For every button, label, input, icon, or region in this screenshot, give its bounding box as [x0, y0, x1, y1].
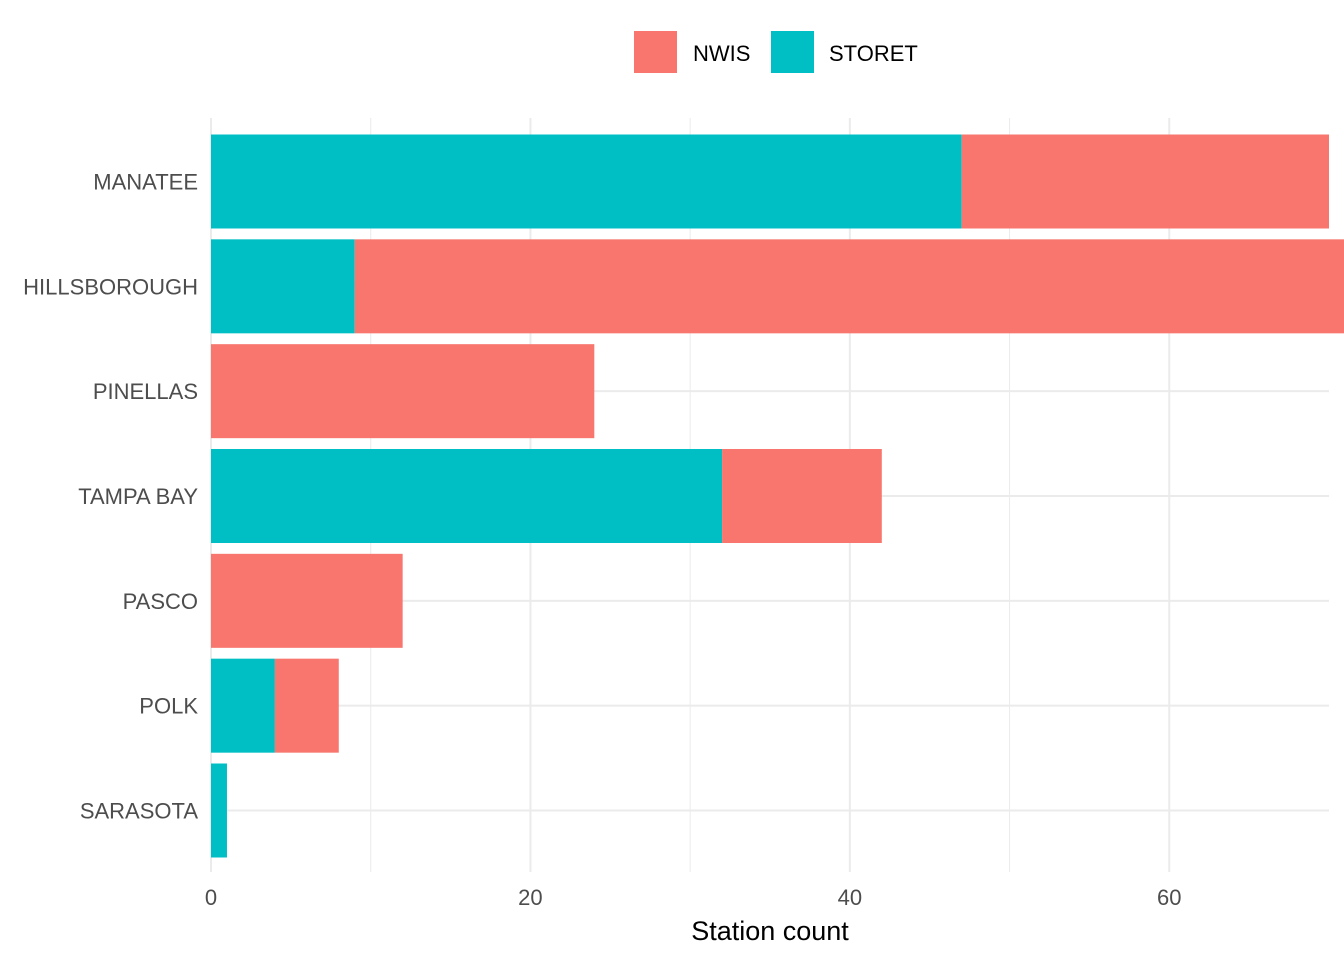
- category-label: TAMPA BAY: [78, 484, 198, 509]
- bar-nwis-hillsborough: [354, 239, 1344, 334]
- x-tick-label: 40: [838, 885, 862, 910]
- bars: [211, 134, 1344, 858]
- bar-storet-manatee: [211, 134, 962, 229]
- x-tick-label: 0: [205, 885, 217, 910]
- category-labels: MANATEE HILLSBOROUGH PINELLAS TAMPA BAY PASC…: [23, 170, 198, 824]
- bar-storet-polk: [211, 658, 275, 753]
- x-tick-labels: 0 20 40 60: [205, 885, 1182, 910]
- bar-storet-hillsborough: [211, 239, 355, 334]
- category-label: SARASOTA: [80, 799, 199, 824]
- legend-key-nwis: [634, 31, 677, 73]
- bar-storet-sarasota: [211, 763, 227, 858]
- bar-nwis-tampa-bay: [722, 449, 882, 543]
- bar-storet-tampa-bay: [211, 449, 723, 543]
- legend-label-storet: STORET: [829, 41, 918, 66]
- category-label: PASCO: [123, 589, 198, 614]
- category-label: PINELLAS: [93, 379, 198, 404]
- x-tick-label: 20: [518, 885, 542, 910]
- bar-nwis-manatee: [961, 134, 1329, 229]
- bar-nwis-polk: [274, 658, 339, 753]
- bar-nwis-pasco: [211, 553, 403, 648]
- x-tick-label: 60: [1157, 885, 1181, 910]
- legend-key-storet: [771, 31, 814, 73]
- category-label: HILLSBOROUGH: [23, 274, 198, 299]
- category-label: MANATEE: [93, 170, 198, 195]
- x-axis-title: Station count: [691, 916, 849, 946]
- legend-label-nwis: NWIS: [693, 41, 750, 66]
- category-label: POLK: [139, 694, 198, 719]
- bar-nwis-pinellas: [211, 344, 595, 439]
- legend: NWIS STORET: [634, 31, 918, 73]
